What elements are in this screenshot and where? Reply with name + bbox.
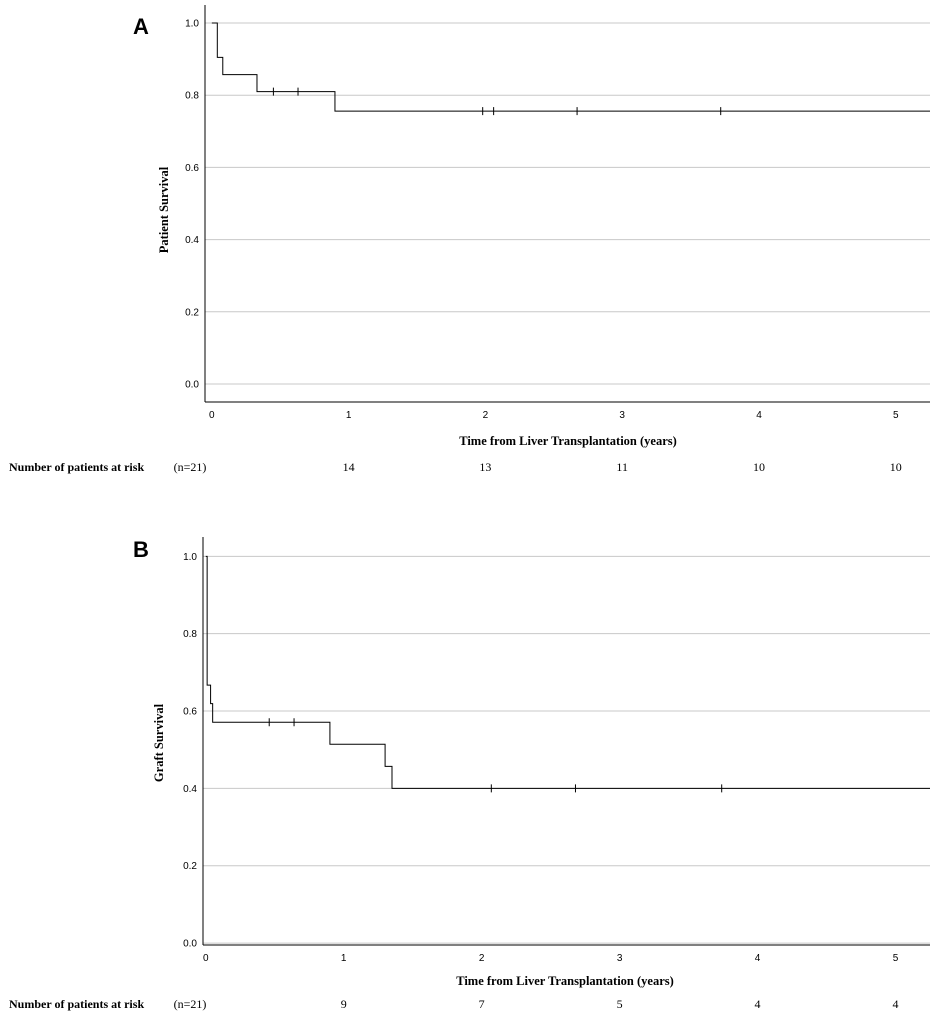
panel-a-y-tick-label: 0.2 [185,307,199,318]
panel-a-x-tick-label: 3 [619,410,625,421]
panel-a-x-tick-label: 5 [893,410,899,421]
panel-b-y-tick-label: 0.4 [183,784,197,795]
panel-a-risk-label: Number of patients at risk [9,460,144,474]
panel-b-x-tick-label: 2 [479,953,485,964]
panel-b-graft-survival: B 0.0 0.2 0.4 0.6 0.8 1.0 0 1 2 3 4 5 Graft Surviv… [9,537,930,1011]
panel-a-x-tick-label: 4 [756,410,762,421]
panel-a-letter: A [133,14,149,39]
panel-b-x-tick-label: 0 [203,953,209,964]
panel-a-x-axis-title: Time from Liver Transplantation (years) [459,434,677,448]
panel-b-x-tick-label: 3 [617,953,623,964]
panel-b-risk-count: 5 [617,997,623,1011]
panel-b-x-tick-labels: 0 1 2 3 4 5 [203,953,899,964]
panel-a-risk-count: 11 [616,460,628,474]
panel-a-y-tick-label: 0.8 [185,91,199,102]
panel-b-y-tick-label: 0.6 [183,707,197,718]
panel-a-x-tick-label: 1 [346,410,352,421]
panel-b-risk-count: 4 [755,997,761,1011]
panel-b-risk-count: 9 [341,997,347,1011]
panel-a-axes [204,5,930,403]
panel-a-risk-count: 14 [343,460,355,474]
panel-b-x-tick-label: 4 [755,953,761,964]
panel-b-y-tick-label: 0.2 [183,861,197,872]
panel-a-x-tick-label: 2 [483,410,489,421]
panel-a-risk-count: 13 [479,460,491,474]
panel-b-risk-label: Number of patients at risk [9,997,144,1011]
panel-b-y-axis-title: Graft Survival [152,703,166,782]
panel-b-y-tick-label: 1.0 [183,552,197,563]
panel-a-patient-survival: A 0.0 0.2 0.4 0.6 0.8 1.0 0 1 2 3 4 5 Patient Surv… [9,5,930,474]
panel-a-risk-n: (n=21) [174,460,207,474]
panel-b-survival-curve [205,555,930,789]
panel-a-risk-counts: 14 13 11 10 10 [343,460,902,474]
panel-b-gridlines [203,555,930,944]
panel-b-y-tick-label: 0.0 [183,939,197,950]
panel-b-risk-count: 4 [893,997,899,1011]
panel-b-y-tick-labels: 0.0 0.2 0.4 0.6 0.8 1.0 [183,552,197,950]
panel-b-y-tick-label: 0.8 [183,629,197,640]
panel-b-x-tick-label: 5 [893,953,899,964]
panel-b-risk-n: (n=21) [174,997,207,1011]
panel-b-risk-counts: 9 7 5 4 4 [341,997,899,1011]
panel-a-survival-curve [211,22,930,112]
panel-a-gridlines [205,22,930,385]
panel-b-x-tick-label: 1 [341,953,347,964]
panel-a-risk-count: 10 [890,460,902,474]
panel-a-y-tick-label: 0.0 [185,379,199,390]
panel-a-risk-count: 10 [753,460,765,474]
panel-a-y-tick-label: 1.0 [185,19,199,30]
panel-b-letter: B [133,537,149,562]
panel-a-x-tick-labels: 0 1 2 3 4 5 [209,410,899,421]
panel-a-x-tick-label: 0 [209,410,215,421]
panel-a-y-axis-title: Patient Survival [157,166,171,253]
panel-b-x-axis-title: Time from Liver Transplantation (years) [456,974,674,988]
panel-a-censor-marks [272,87,722,116]
panel-b-axes [202,537,930,946]
panel-a-y-tick-label: 0.6 [185,163,199,174]
panel-a-y-tick-labels: 0.0 0.2 0.4 0.6 0.8 1.0 [185,19,199,391]
panel-b-risk-count: 7 [479,997,485,1011]
panel-a-y-tick-label: 0.4 [185,235,199,246]
panel-b-censor-marks [268,718,723,793]
